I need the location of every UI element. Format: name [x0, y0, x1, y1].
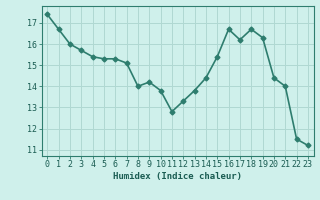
X-axis label: Humidex (Indice chaleur): Humidex (Indice chaleur)	[113, 172, 242, 181]
